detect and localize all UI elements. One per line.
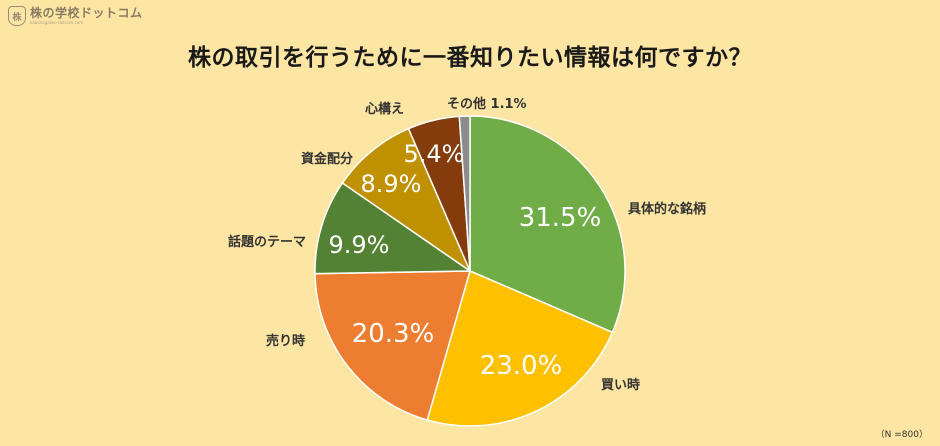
- pie-slice-funds: [341, 127, 472, 274]
- category-label-funds: 資金配分: [301, 151, 353, 167]
- pie-slice-buy-timing: [426, 269, 614, 427]
- pie-slice-specific-stock: [469, 115, 626, 334]
- value-label-themes: 9.9%: [329, 231, 390, 259]
- category-label-themes: 話題のテーマ: [228, 234, 306, 250]
- category-label-sell-timing: 売り時: [266, 333, 305, 349]
- value-label-specific-stock: 31.5%: [519, 203, 602, 233]
- pie-slice-themes: [314, 181, 473, 275]
- value-label-sell-timing: 20.3%: [352, 319, 435, 349]
- logo-text: 株の学校ドットコム kabunogakko-dotcom.com: [30, 7, 143, 25]
- category-label-other: その他 1.1%: [447, 96, 527, 112]
- pie-value-labels: 31.5% 23.0% 20.3% 9.9% 8.9%5.4%: [329, 140, 602, 381]
- value-label-funds: 8.9%: [361, 170, 422, 198]
- logo-url: kabunogakko-dotcom.com: [30, 20, 84, 25]
- pie-slice-sell-timing: [314, 270, 472, 421]
- logo-name: 株の学校ドットコム: [30, 6, 143, 20]
- chart-title: 株の取引を行うために一番知りたい情報は何ですか？: [188, 45, 752, 71]
- value-label-buy-timing: 23.0%: [480, 351, 563, 381]
- category-label-specific-stock: 具体的な銘柄: [628, 201, 706, 217]
- category-label-buy-timing: 買い時: [601, 377, 640, 393]
- logo-shield-icon: 株: [8, 6, 26, 26]
- pie-slices: [314, 115, 626, 427]
- sample-size-note: （N =800）: [875, 430, 928, 440]
- category-label-mindset: 心構え: [365, 101, 404, 117]
- pie-slice-other: [458, 115, 471, 272]
- site-logo[interactable]: 株 株の学校ドットコム kabunogakko-dotcom.com: [8, 6, 143, 26]
- value-label-mindset: 5.4%: [404, 140, 465, 168]
